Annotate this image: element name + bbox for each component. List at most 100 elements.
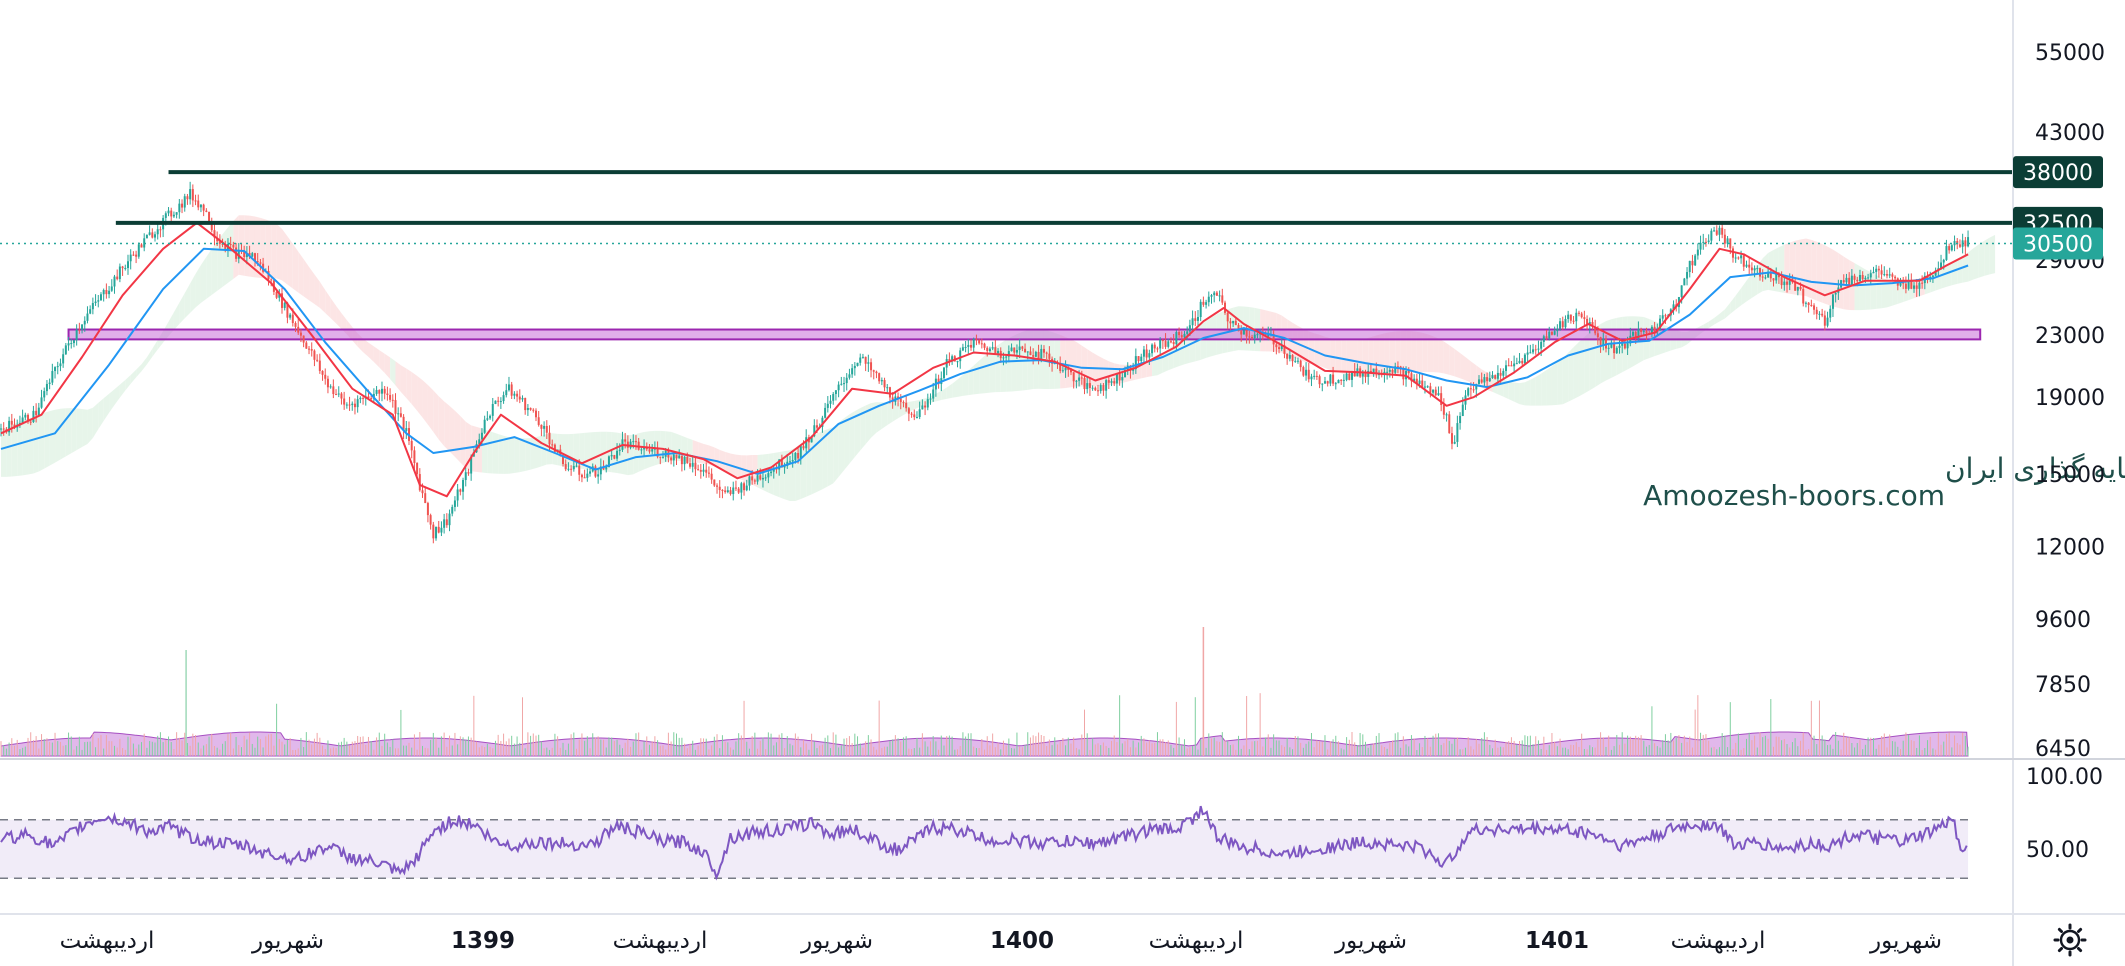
candle-body [1440, 393, 1443, 405]
cloud-segment [271, 221, 277, 279]
candle-body [1542, 336, 1545, 342]
cloud-segment [989, 346, 996, 393]
candle-body [680, 455, 683, 465]
candle-body [1361, 373, 1364, 377]
cloud-segment [849, 411, 855, 464]
candle-body [1121, 377, 1124, 381]
time-axis[interactable]: اردیبهشت شهریور 1399 اردیبهشت شهریور 1400 اردی… [60, 928, 1942, 954]
settings-gear-icon[interactable] [2053, 923, 2087, 957]
cloud-segment [141, 357, 147, 372]
cloud-segment [1886, 279, 1893, 308]
candle-body [1802, 289, 1805, 304]
candle-body [1129, 365, 1132, 371]
candle-body [791, 460, 794, 462]
candle-body [1467, 388, 1470, 396]
candle-body [651, 449, 654, 452]
candle-body [1637, 329, 1640, 339]
candle-body [353, 403, 356, 408]
candle-body [737, 488, 740, 493]
cloud-segment [1368, 336, 1374, 377]
cloud-segment [195, 265, 201, 308]
candle-body [1002, 357, 1005, 359]
candle-body [1723, 234, 1726, 244]
candle-body [478, 439, 481, 445]
candle-body [1169, 341, 1172, 343]
candle-body [967, 344, 970, 348]
candle-body [1097, 390, 1100, 392]
candle-body [1756, 268, 1759, 270]
candle-body [448, 513, 451, 526]
cloud-segment [622, 433, 628, 476]
candle-body [553, 444, 556, 452]
cloud-segment [1892, 280, 1898, 306]
candle-body [780, 459, 783, 468]
cloud-segment [1503, 379, 1509, 400]
cloud-segment [38, 412, 45, 472]
candle-body [521, 397, 524, 400]
candle-body [124, 268, 127, 270]
candle-body [524, 397, 527, 411]
cloud-segment [1362, 337, 1369, 378]
candle-body [788, 461, 791, 463]
candle-body [1721, 227, 1724, 235]
candle-body [734, 487, 737, 489]
cloud-segment [1746, 273, 1752, 302]
candle-body [1813, 305, 1816, 310]
candle-body [683, 456, 686, 465]
candle-body [1307, 369, 1310, 380]
candle-body [1740, 255, 1743, 259]
candle-body [1715, 230, 1718, 235]
candle-body [1861, 275, 1864, 280]
cloud-segment [1568, 347, 1574, 402]
candle-body [337, 393, 340, 395]
candle-body [864, 356, 867, 364]
candle-body [1388, 369, 1391, 372]
cloud-segment [1778, 244, 1785, 293]
candle-body [597, 474, 600, 477]
candle-body [1407, 371, 1410, 374]
candle-body [1883, 274, 1886, 276]
candle-body [102, 290, 105, 295]
candle-body [1132, 369, 1135, 371]
candle-body [870, 362, 873, 371]
candle-body [1175, 332, 1178, 345]
candle-body [1964, 240, 1967, 247]
cloud-segment [98, 398, 104, 430]
candle-body [1602, 338, 1605, 345]
candle-body [321, 370, 324, 375]
candle-body [837, 384, 840, 391]
cloud-segment [881, 402, 888, 429]
candle-body [8, 420, 11, 433]
candle-body [1007, 351, 1010, 357]
candle-body [643, 447, 646, 450]
cloud-segment [249, 215, 255, 278]
candle-body [1804, 302, 1807, 304]
cloud-segment [422, 380, 428, 425]
candle-body [413, 450, 416, 463]
rsi-axis[interactable]: 100.00 50.00 [2026, 765, 2103, 863]
cloud-segment [325, 290, 331, 319]
candle-body [1515, 363, 1518, 365]
candle-body [1815, 309, 1818, 315]
cloud-segment [1357, 339, 1363, 378]
cloud-segment [49, 409, 56, 466]
candle-body [721, 489, 724, 491]
candle-body [1456, 423, 1459, 442]
time-tick-label: شهریور [800, 928, 873, 954]
candle-body [1632, 331, 1635, 336]
candle-body [426, 503, 429, 516]
candle-body [888, 387, 891, 398]
candle-body [432, 524, 435, 539]
cloud-segment [1346, 340, 1352, 376]
candle-body [1704, 241, 1707, 243]
candle-body [1029, 351, 1032, 356]
candle-body [386, 393, 389, 395]
candle-body [78, 329, 81, 331]
price-axis[interactable]: 5500043000290002300019000150001200096007… [2035, 41, 2105, 762]
candle-body [189, 189, 192, 200]
candle-body [659, 456, 662, 458]
cloud-segment [6, 424, 12, 477]
candle-body [813, 425, 816, 437]
candle-body [1737, 257, 1740, 259]
